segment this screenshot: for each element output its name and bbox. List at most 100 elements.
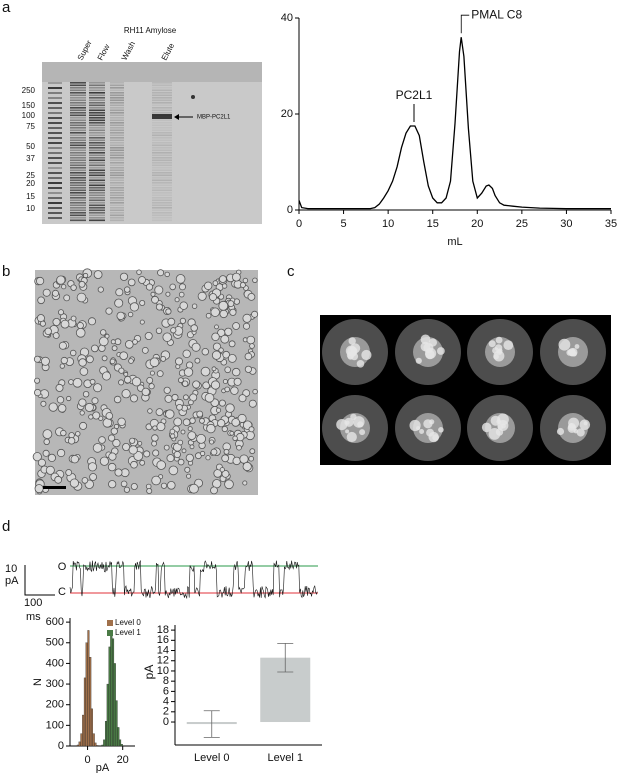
class-blob bbox=[356, 360, 365, 368]
em-particle bbox=[149, 370, 155, 376]
gel-band bbox=[70, 94, 86, 97]
em-particle bbox=[178, 291, 185, 298]
class-blob bbox=[361, 349, 372, 361]
em-particle bbox=[123, 376, 132, 384]
em-particle bbox=[188, 399, 194, 406]
panel-label: d bbox=[2, 518, 10, 535]
em-particle bbox=[205, 455, 211, 461]
gel-band bbox=[89, 102, 105, 104]
gel-band bbox=[89, 109, 105, 112]
gel-band bbox=[110, 207, 124, 209]
gel-band bbox=[70, 122, 86, 124]
em-particle bbox=[196, 410, 204, 418]
gel-band bbox=[89, 169, 105, 172]
class-blob bbox=[347, 346, 358, 357]
gel-band bbox=[152, 89, 172, 92]
em-particle bbox=[187, 426, 193, 432]
em-particle bbox=[182, 349, 191, 358]
em-particle bbox=[139, 299, 146, 306]
gel-band bbox=[89, 202, 105, 204]
em-particle bbox=[66, 395, 72, 402]
lane-label: Elute bbox=[160, 41, 177, 62]
em-particle bbox=[146, 376, 154, 384]
em-particle bbox=[108, 452, 117, 461]
gel-band bbox=[152, 119, 172, 122]
class-blob bbox=[566, 349, 573, 356]
gel-band bbox=[110, 219, 124, 222]
gel-band bbox=[48, 112, 62, 114]
gel-band bbox=[70, 102, 86, 104]
em-particle bbox=[114, 338, 122, 346]
em-particle bbox=[233, 377, 242, 386]
em-particle bbox=[144, 331, 153, 340]
em-particle bbox=[127, 311, 134, 318]
em-particle bbox=[75, 431, 81, 437]
marker-label: 50 bbox=[26, 142, 35, 151]
histogram-bar bbox=[117, 727, 120, 747]
em-particle bbox=[42, 449, 50, 457]
gel-band bbox=[70, 189, 86, 192]
em-particle bbox=[246, 335, 256, 345]
em-particle bbox=[169, 428, 176, 435]
em-particle bbox=[104, 333, 110, 339]
em-particle bbox=[32, 452, 42, 462]
em-particle bbox=[252, 277, 258, 283]
em-particle bbox=[33, 355, 41, 363]
em-particle bbox=[79, 367, 89, 376]
gel-band bbox=[48, 182, 62, 184]
em-particle bbox=[181, 380, 189, 387]
em-particle bbox=[128, 358, 134, 364]
em-particle bbox=[231, 272, 241, 282]
em-particle bbox=[221, 454, 230, 463]
em-particle bbox=[183, 367, 194, 377]
gel-band bbox=[48, 137, 62, 139]
em-particle bbox=[92, 411, 101, 420]
gel-band bbox=[70, 164, 86, 167]
em-particle bbox=[151, 440, 158, 447]
em-particle bbox=[223, 448, 230, 455]
em-particle bbox=[137, 440, 143, 446]
em-particle bbox=[37, 458, 46, 467]
gel-band bbox=[70, 207, 86, 209]
class-blob bbox=[428, 348, 433, 353]
gel-band bbox=[48, 187, 62, 189]
histogram-bar bbox=[104, 721, 108, 747]
gel-band bbox=[152, 219, 172, 222]
em-particle bbox=[156, 460, 167, 470]
em-particle bbox=[78, 280, 86, 288]
em-particle bbox=[119, 272, 129, 281]
x-tick-label: 0 bbox=[85, 754, 91, 766]
em-particle bbox=[169, 283, 177, 291]
em-particle bbox=[237, 413, 247, 423]
histogram-bar bbox=[119, 739, 122, 747]
em-particle bbox=[45, 465, 55, 475]
em-particle bbox=[150, 291, 156, 297]
gel-band bbox=[70, 104, 86, 107]
gel-band bbox=[89, 117, 105, 119]
em-particle bbox=[101, 355, 108, 362]
em-particle bbox=[112, 438, 121, 448]
histogram-bar bbox=[115, 700, 118, 747]
em-particle bbox=[44, 327, 52, 335]
gel-band bbox=[70, 152, 86, 154]
em-particle bbox=[130, 482, 138, 490]
em-particle bbox=[218, 347, 224, 353]
gel-band bbox=[89, 114, 105, 117]
em-particle bbox=[244, 352, 253, 361]
em-particle bbox=[221, 283, 228, 289]
y-tick-label: 0 bbox=[58, 740, 64, 752]
class-blob bbox=[495, 428, 504, 436]
y-tick-label: 4 bbox=[163, 696, 169, 708]
gel-band bbox=[89, 137, 105, 139]
class-blob bbox=[495, 336, 503, 344]
em-particle bbox=[185, 453, 194, 462]
gel-band bbox=[110, 162, 124, 164]
class-blob bbox=[426, 428, 435, 437]
gel-band bbox=[110, 87, 124, 89]
em-particle bbox=[141, 387, 150, 397]
gel-band bbox=[152, 102, 172, 104]
em-particle bbox=[108, 434, 116, 442]
gel-band bbox=[110, 169, 124, 172]
em-particle bbox=[58, 341, 67, 350]
gel-band bbox=[89, 194, 105, 197]
